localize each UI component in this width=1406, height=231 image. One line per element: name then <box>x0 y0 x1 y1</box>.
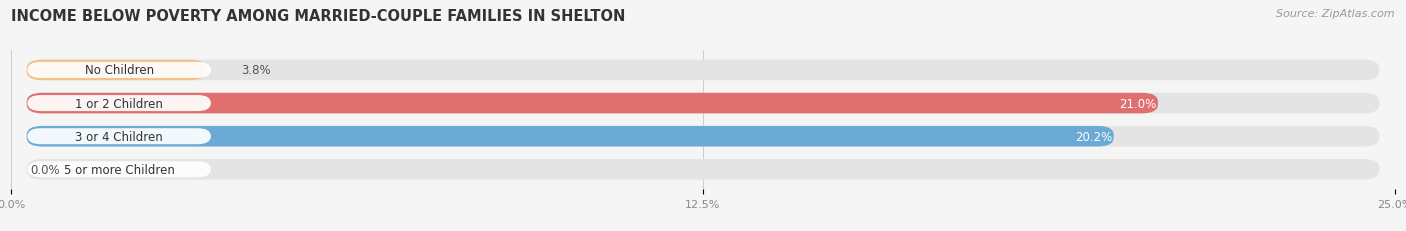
FancyBboxPatch shape <box>27 93 1379 114</box>
FancyBboxPatch shape <box>27 63 211 79</box>
FancyBboxPatch shape <box>27 60 1379 81</box>
FancyBboxPatch shape <box>27 129 211 145</box>
FancyBboxPatch shape <box>27 96 211 112</box>
Text: 20.2%: 20.2% <box>1076 130 1112 143</box>
Text: 3 or 4 Children: 3 or 4 Children <box>76 130 163 143</box>
FancyBboxPatch shape <box>27 93 1159 114</box>
FancyBboxPatch shape <box>27 159 1379 180</box>
Text: 0.0%: 0.0% <box>31 163 60 176</box>
FancyBboxPatch shape <box>27 162 211 178</box>
Text: Source: ZipAtlas.com: Source: ZipAtlas.com <box>1277 9 1395 19</box>
Text: 3.8%: 3.8% <box>240 64 270 77</box>
FancyBboxPatch shape <box>27 60 207 81</box>
Text: 21.0%: 21.0% <box>1119 97 1157 110</box>
Text: No Children: No Children <box>84 64 153 77</box>
FancyBboxPatch shape <box>27 126 1114 147</box>
Text: 5 or more Children: 5 or more Children <box>63 163 174 176</box>
Text: INCOME BELOW POVERTY AMONG MARRIED-COUPLE FAMILIES IN SHELTON: INCOME BELOW POVERTY AMONG MARRIED-COUPL… <box>11 9 626 24</box>
FancyBboxPatch shape <box>27 126 1379 147</box>
Text: 1 or 2 Children: 1 or 2 Children <box>76 97 163 110</box>
